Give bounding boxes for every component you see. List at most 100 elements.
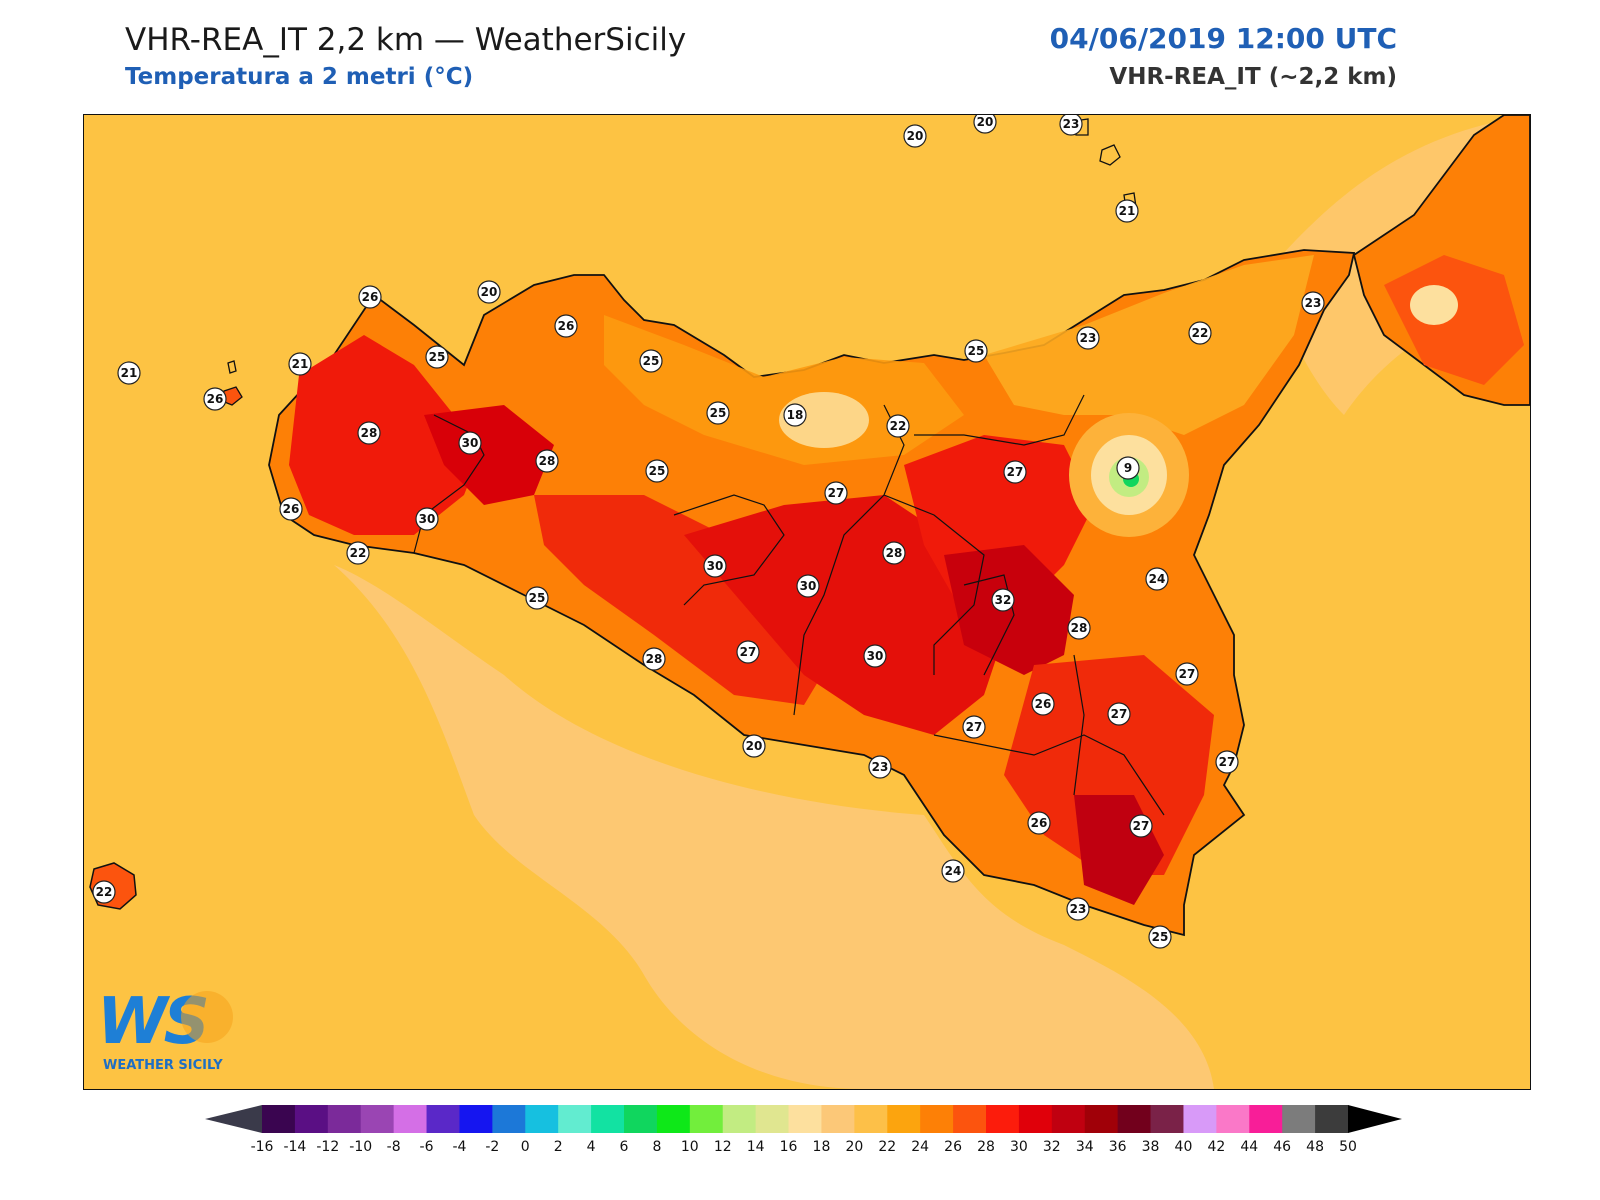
colorbar-swatch [953, 1105, 987, 1133]
colorbar-tick-label: 22 [878, 1139, 896, 1155]
station-marker [742, 734, 766, 758]
station-label: 32 [991, 588, 1015, 612]
station-value: 21 [121, 366, 138, 380]
station-value: 28 [1071, 621, 1088, 635]
station-label: 28 [1067, 616, 1091, 640]
station-label: 21 [117, 361, 141, 385]
station-value: 20 [746, 739, 763, 753]
colorbar-swatch [1084, 1105, 1119, 1133]
colorbar-tick-label: 24 [911, 1139, 929, 1155]
station-label: 25 [425, 345, 449, 369]
station-value: 27 [1133, 819, 1150, 833]
station-label: 22 [1188, 321, 1212, 345]
station-value: 25 [710, 406, 727, 420]
station-marker [1129, 814, 1153, 838]
station-marker [868, 755, 892, 779]
station-label: 23 [1076, 326, 1100, 350]
station-marker [1003, 460, 1027, 484]
station-marker [425, 345, 449, 369]
station-label: 9 [1116, 456, 1140, 480]
station-marker [1066, 897, 1090, 921]
map-canvas: 20 20 23 21 23 22 26 20 26 21 25 25 21 26 28 30 28 25 18 22… [84, 115, 1530, 1089]
colorbar-swatch [1183, 1105, 1217, 1133]
station-value: 22 [96, 885, 113, 899]
station-value: 27 [828, 486, 845, 500]
logo-sun-icon [181, 991, 233, 1043]
model-label: VHR-REA_IT (~2,2 km) [1109, 64, 1397, 90]
hot-core-west [424, 405, 554, 505]
station-marker [642, 647, 666, 671]
weather-sicily-logo: WS WEATHER SICILY [97, 985, 233, 1073]
colorbar-swatch [360, 1105, 395, 1133]
station-marker [991, 588, 1015, 612]
station-marker [1115, 199, 1139, 223]
island-lipari [1099, 144, 1121, 166]
station-label: 27 [1215, 750, 1239, 774]
colorbar-tick-label: 50 [1339, 1139, 1357, 1155]
station-label: 30 [415, 507, 439, 531]
station-label: 25 [964, 339, 988, 363]
station-value: 24 [945, 864, 962, 878]
station-value: 23 [1063, 117, 1080, 131]
colorbar-over-arrow [1348, 1105, 1402, 1133]
station-marker [903, 124, 927, 148]
station-label: 27 [736, 640, 760, 664]
station-label: 22 [346, 541, 370, 565]
station-label: 27 [1003, 460, 1027, 484]
station-marker [92, 880, 116, 904]
colorbar-swatch [689, 1105, 724, 1133]
station-label: 23 [1066, 897, 1090, 921]
station-value: 25 [968, 344, 985, 358]
colorbar-swatch [1051, 1105, 1086, 1133]
station-marker [1145, 567, 1169, 591]
station-value: 22 [890, 419, 907, 433]
colorbar-swatch [525, 1105, 559, 1133]
station-label: 25 [706, 401, 730, 425]
station-value: 26 [1031, 816, 1048, 830]
station-value: 26 [1035, 697, 1052, 711]
calabria-warm [1384, 255, 1524, 385]
station-label: 20 [742, 734, 766, 758]
station-marker [358, 285, 382, 309]
station-marker [962, 715, 986, 739]
station-value: 30 [707, 559, 724, 573]
north-coast-band [604, 315, 964, 465]
station-label: 25 [645, 459, 669, 483]
station-value: 30 [462, 436, 479, 450]
station-marker [1027, 811, 1051, 835]
station-marker [1067, 616, 1091, 640]
station-label: 28 [357, 421, 381, 445]
station-value: 30 [419, 512, 436, 526]
station-value: 20 [481, 285, 498, 299]
station-value: 23 [1305, 296, 1322, 310]
colorbar-tick-label: 18 [813, 1139, 831, 1155]
station-marker [203, 387, 227, 411]
colorbar-swatch [624, 1105, 658, 1133]
station-value: 20 [977, 115, 994, 129]
station-label: 26 [1027, 811, 1051, 835]
station-value: 22 [350, 546, 367, 560]
colorbar-swatch [327, 1105, 362, 1133]
station-marker [288, 352, 312, 376]
station-value: 18 [787, 408, 804, 422]
station-label: 21 [288, 352, 312, 376]
station-marker [1059, 115, 1083, 136]
colorbar-tick-label: -10 [349, 1139, 372, 1155]
colorbar-tick-label: 34 [1076, 1139, 1094, 1155]
station-value: 23 [1070, 902, 1087, 916]
temperature-colorbar: -16 -14 -12 -10 -8 -6 -4 -2 0 2 4 6 8 10 12 14 16 18 20 22 2… [205, 1105, 1402, 1155]
station-marker [1215, 750, 1239, 774]
calabria-cool-spot [1410, 285, 1458, 325]
colorbar-tick-label: 2 [554, 1139, 563, 1155]
station-value: 21 [292, 357, 309, 371]
station-label: 28 [535, 449, 559, 473]
colorbar-swatch [426, 1105, 460, 1133]
colorbar-tick-label: -8 [387, 1139, 401, 1155]
colorbar-swatch [1282, 1105, 1316, 1133]
station-marker [279, 497, 303, 521]
station-label: 22 [92, 880, 116, 904]
station-label: 20 [477, 280, 501, 304]
station-marker [1076, 326, 1100, 350]
colorbar-tick-label: -4 [452, 1139, 466, 1155]
station-marker [882, 541, 906, 565]
